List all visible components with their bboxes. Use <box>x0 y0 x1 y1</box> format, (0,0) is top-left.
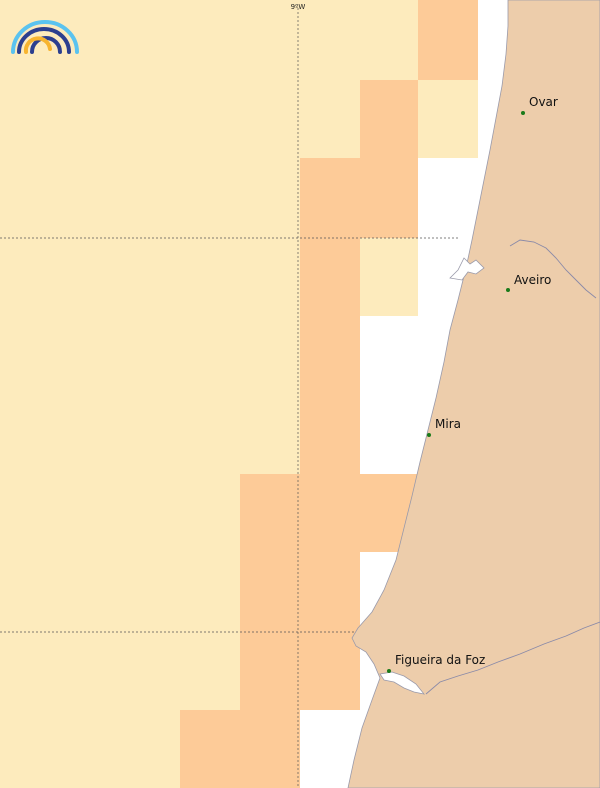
city-label: Figueira da Foz <box>395 653 485 667</box>
sea-cell <box>0 474 240 710</box>
city-dot <box>427 433 431 437</box>
river-vouga <box>509 239 597 299</box>
aveiro-lagoon <box>449 257 485 281</box>
logo-arc-outer <box>11 20 79 54</box>
sea-cell <box>240 474 300 710</box>
river-mondego <box>425 621 600 695</box>
city-mira[interactable]: Mira <box>427 417 461 437</box>
logo-arc-inner-yellow <box>23 36 52 54</box>
city-label: Ovar <box>529 95 558 109</box>
city-dot <box>521 111 525 115</box>
sea-cell <box>418 0 478 80</box>
sea-cell <box>360 80 418 238</box>
sea-cells-orange <box>180 0 478 788</box>
city-figueira-da-foz[interactable]: Figueira da Foz <box>387 653 485 673</box>
longitude-label: 9ºW <box>291 3 306 11</box>
logo-arc-inner-blue <box>30 36 62 54</box>
rainbow-logo-icon <box>11 20 79 54</box>
sea-cell <box>0 80 360 160</box>
land-portugal <box>347 0 600 788</box>
sea-cell <box>0 0 418 80</box>
sea-cell <box>180 710 300 788</box>
city-label: Aveiro <box>514 273 551 287</box>
mondego-estuary <box>379 671 425 695</box>
city-dot <box>506 288 510 292</box>
cities: Ovar Aveiro Mira Figueira da Foz <box>387 95 558 673</box>
city-ovar[interactable]: Ovar <box>521 95 558 115</box>
sea-cells-light <box>0 0 478 788</box>
rivers <box>425 239 600 695</box>
graticule <box>0 8 458 788</box>
sea-cell <box>360 238 418 316</box>
city-dot <box>387 669 391 673</box>
city-label: Mira <box>435 417 461 431</box>
sea-cell <box>418 80 478 158</box>
city-aveiro[interactable]: Aveiro <box>506 273 551 292</box>
sea-cell <box>0 158 300 474</box>
logo-arc-middle <box>17 27 71 54</box>
sea-cell <box>300 158 360 710</box>
sea-cell <box>0 710 180 788</box>
